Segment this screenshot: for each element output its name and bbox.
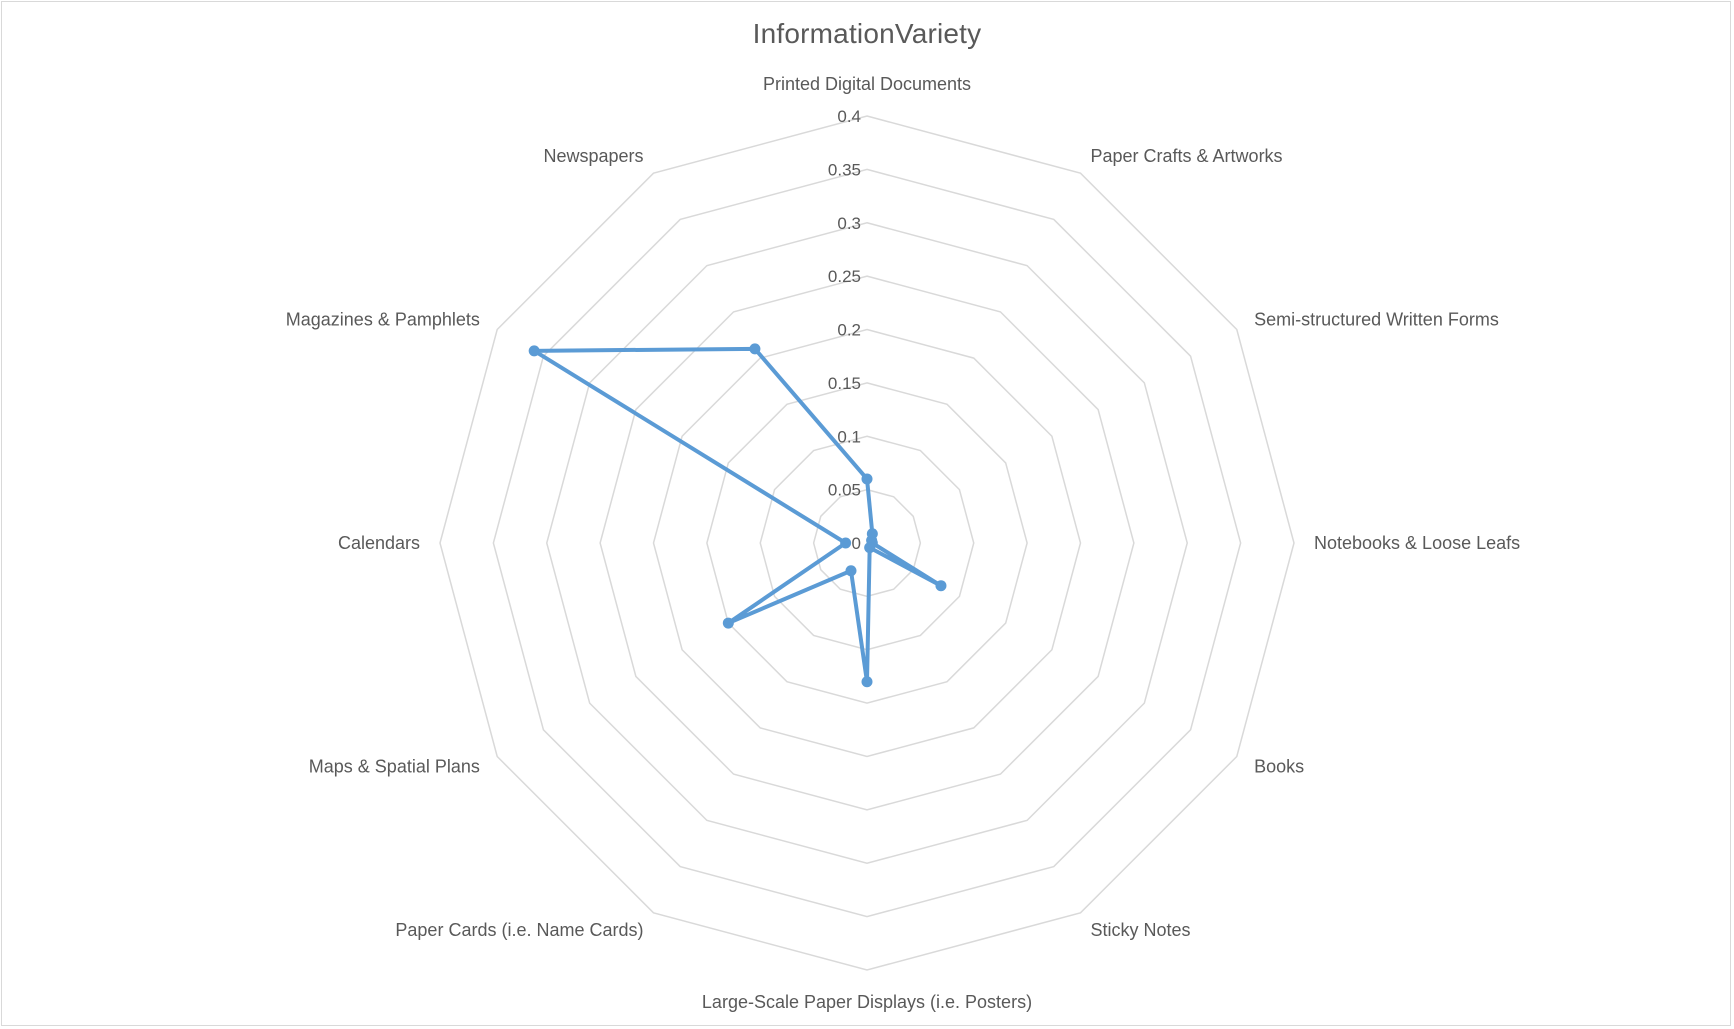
- category-labels: Printed Digital Documents Paper Crafts & …: [286, 74, 1520, 1012]
- tick-label: 0.35: [828, 160, 861, 179]
- category-label: Semi-structured Written Forms: [1254, 310, 1499, 330]
- category-label: Paper Cards (i.e. Name Cards): [395, 920, 643, 940]
- category-label: Paper Crafts & Artworks: [1091, 146, 1283, 166]
- category-label: Books: [1254, 757, 1304, 777]
- data-point: [864, 542, 876, 554]
- category-label: Maps & Spatial Plans: [309, 757, 480, 777]
- category-label: Notebooks & Loose Leafs: [1314, 533, 1520, 553]
- category-label: Sticky Notes: [1091, 920, 1191, 940]
- tick-label: 0.05: [828, 481, 861, 500]
- grid-ring-4: [652, 328, 1082, 758]
- data-point: [749, 343, 761, 355]
- grid-ring-3: [706, 382, 1028, 704]
- data-point: [861, 676, 873, 688]
- tick-label: 0.3: [837, 214, 861, 233]
- category-label: Calendars: [338, 533, 420, 553]
- data-point: [861, 473, 873, 485]
- tick-label: 0.25: [828, 267, 861, 286]
- grid-ring-8: [439, 115, 1295, 971]
- chart-title: InformationVariety: [752, 18, 982, 49]
- data-point: [528, 345, 540, 357]
- category-label: Magazines & Pamphlets: [286, 310, 480, 330]
- tick-label: 0.15: [828, 374, 861, 393]
- data-point: [845, 565, 857, 577]
- tick-label: 0.1: [837, 427, 861, 446]
- category-label: Large-Scale Paper Displays (i.e. Posters…: [702, 992, 1032, 1012]
- data-point: [722, 617, 734, 629]
- grid-ring-5: [599, 275, 1135, 811]
- data-point: [935, 580, 947, 592]
- radial-axis-ticks: 0 0.05 0.1 0.15 0.2 0.25 0.3 0.35 0.4: [828, 107, 861, 553]
- series-layer: [528, 343, 947, 688]
- tick-label: 0.4: [837, 107, 861, 126]
- category-label: Newspapers: [543, 146, 643, 166]
- data-point: [840, 537, 852, 549]
- tick-label: 0.2: [837, 321, 861, 340]
- tick-label: 0: [852, 534, 861, 553]
- category-label: Printed Digital Documents: [763, 74, 971, 94]
